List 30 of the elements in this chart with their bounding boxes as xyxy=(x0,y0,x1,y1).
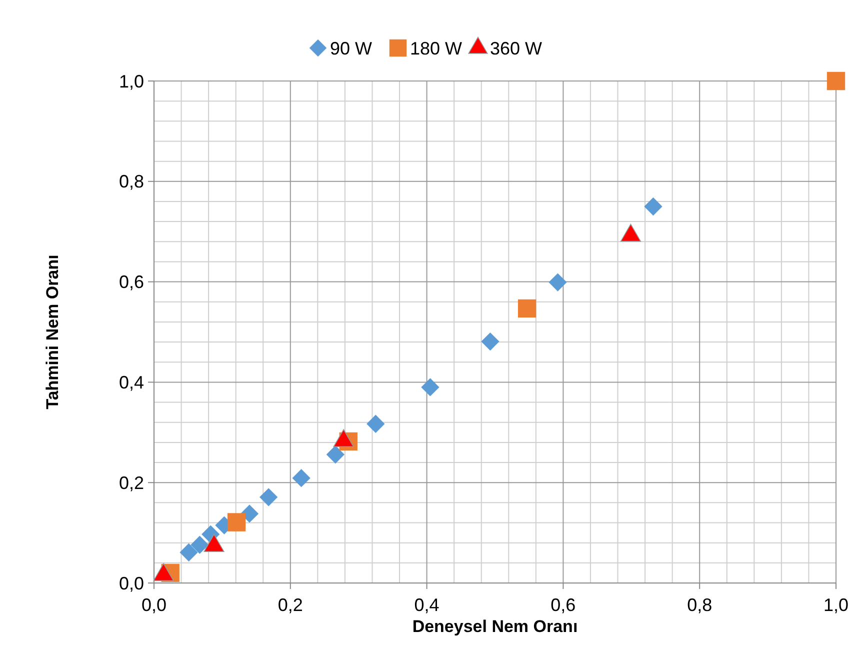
x-tick-label: 1,0 xyxy=(823,595,849,615)
x-tick-label: 0,4 xyxy=(414,595,440,615)
y-axis-title: Tahmini Nem Oranı xyxy=(43,254,62,410)
y-tick-label: 0,6 xyxy=(118,272,144,292)
x-tick-label: 0,8 xyxy=(687,595,712,615)
y-tick-label: 1,0 xyxy=(118,71,144,92)
x-tick-label: 0,2 xyxy=(278,595,303,615)
y-tick-label: 0,8 xyxy=(118,172,144,192)
legend-label: 90 W xyxy=(330,38,372,58)
point xyxy=(292,469,310,488)
legend-label: 180 W xyxy=(410,38,462,58)
point xyxy=(260,488,278,506)
x-axis-title: Deneysel Nem Oranı xyxy=(412,617,578,636)
point xyxy=(227,513,246,532)
point xyxy=(481,332,500,351)
point xyxy=(190,536,209,554)
legend-label: 360 W xyxy=(490,38,542,58)
point xyxy=(421,378,440,396)
point xyxy=(826,72,846,90)
point xyxy=(548,273,567,292)
y-tick-label: 0,2 xyxy=(118,472,144,493)
y-tick-label: 0,4 xyxy=(118,372,144,392)
x-tick-label: 0,6 xyxy=(550,595,576,615)
point xyxy=(644,197,662,216)
x-tick-label: 0,0 xyxy=(141,595,167,615)
point xyxy=(180,543,198,562)
point xyxy=(518,299,536,318)
point xyxy=(326,445,344,464)
point xyxy=(366,414,385,433)
y-tick-label: 0,0 xyxy=(118,573,144,594)
